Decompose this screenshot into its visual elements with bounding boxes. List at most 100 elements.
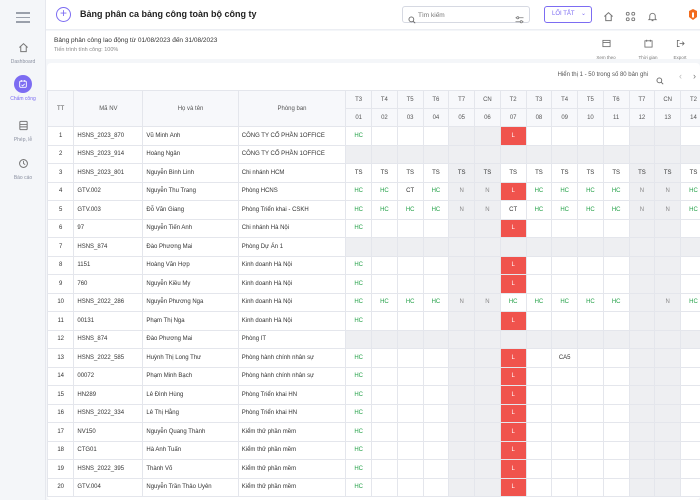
cell-shift[interactable]: HC	[577, 181, 604, 201]
cell-shift[interactable]	[422, 477, 450, 497]
cell-shift[interactable]	[680, 218, 700, 238]
time-button[interactable]: Thời gian	[636, 35, 660, 60]
cell-shift[interactable]	[422, 348, 450, 368]
cell-shift[interactable]	[628, 311, 656, 331]
cell-shift[interactable]	[371, 311, 398, 331]
cell-shift[interactable]	[396, 422, 424, 442]
menu-icon[interactable]	[16, 12, 30, 23]
cell-shift[interactable]: HC	[345, 218, 373, 238]
cell-shift[interactable]: N	[654, 181, 682, 201]
cell-shift[interactable]	[577, 255, 604, 275]
cell-shift[interactable]	[577, 422, 604, 442]
cell-shift[interactable]	[371, 459, 398, 479]
cell-shift[interactable]: HC	[602, 181, 630, 201]
cell-shift[interactable]	[474, 329, 501, 349]
cell-shift[interactable]	[525, 255, 553, 275]
cell-shift[interactable]	[680, 311, 700, 331]
cell-shift[interactable]	[371, 126, 398, 146]
cell-shift[interactable]	[654, 311, 682, 331]
cell-shift[interactable]	[448, 126, 476, 146]
cell-shift[interactable]	[525, 237, 553, 257]
cell-shift[interactable]: HC	[345, 126, 373, 146]
cell-shift[interactable]: HC	[396, 292, 424, 312]
cell-shift[interactable]: HC	[525, 292, 553, 312]
cell-shift[interactable]	[577, 366, 604, 386]
cell-shift[interactable]	[371, 403, 398, 423]
cell-shift[interactable]	[448, 329, 476, 349]
cell-shift[interactable]: N	[474, 200, 501, 220]
cell-shift[interactable]	[551, 311, 579, 331]
add-button[interactable]: +	[56, 7, 71, 22]
cell-shift[interactable]	[602, 403, 630, 423]
cell-shift[interactable]: HC	[345, 292, 373, 312]
table-row[interactable]: 4 GTV.002 Nguyễn Thu Trang Phòng HCNS HC HC CT…	[47, 181, 700, 201]
cell-shift[interactable]	[551, 218, 579, 238]
cell-shift[interactable]: TS	[371, 163, 398, 183]
cell-shift[interactable]	[628, 144, 656, 164]
cell-shift[interactable]	[577, 144, 604, 164]
cell-shift[interactable]	[628, 348, 656, 368]
cell-shift[interactable]	[474, 126, 501, 146]
table-row[interactable]: 1 HSNS_2023_870 Vũ Minh Anh CÔNG TY CỔ PHẦN…	[47, 126, 700, 146]
table-row[interactable]: 17 NV150 Nguyễn Quang Thành Kiểm thử phần m…	[47, 422, 700, 442]
sidebar-item-dashboard[interactable]: Dashboard	[0, 38, 46, 65]
cell-shift[interactable]	[602, 440, 630, 460]
cell-shift[interactable]	[525, 459, 553, 479]
cell-shift[interactable]	[422, 385, 450, 405]
table-row[interactable]: 11 00131 Phạm Thị Nga Kinh doanh Hà Nội HC L	[47, 311, 700, 331]
cell-shift[interactable]	[499, 237, 527, 257]
cell-shift[interactable]	[474, 477, 501, 497]
cell-shift[interactable]	[422, 218, 450, 238]
cell-shift[interactable]	[474, 348, 501, 368]
cell-shift[interactable]: HC	[551, 292, 579, 312]
cell-shift[interactable]	[602, 237, 630, 257]
cell-shift[interactable]	[628, 274, 656, 294]
cell-shift[interactable]: HC	[499, 292, 527, 312]
cell-shift[interactable]	[654, 218, 682, 238]
table-row[interactable]: 19 HSNS_2022_395 Thành Võ Kiểm thử phần mềm…	[47, 459, 700, 479]
table-row[interactable]: 15 HN289 Lê Đình Hùng Phòng Triển khai HN HC…	[47, 385, 700, 405]
cell-shift[interactable]	[525, 422, 553, 442]
cell-shift[interactable]	[654, 385, 682, 405]
table-row[interactable]: 18 CTG01 Hà Anh Tuấn Kiểm thử phần mềm HC L	[47, 440, 700, 460]
cell-shift[interactable]: L	[499, 311, 527, 331]
cell-shift[interactable]	[654, 126, 682, 146]
table-row[interactable]: 20 GTV.004 Nguyễn Trần Thảo Uyên Kiểm thử p…	[47, 477, 700, 497]
cell-shift[interactable]	[474, 237, 501, 257]
cell-shift[interactable]	[422, 144, 450, 164]
cell-shift[interactable]: HC	[345, 403, 373, 423]
filter-icon[interactable]	[515, 11, 524, 29]
cell-shift[interactable]	[628, 459, 656, 479]
cell-shift[interactable]	[422, 440, 450, 460]
cell-shift[interactable]: HC	[602, 292, 630, 312]
table-row[interactable]: 5 GTV.003 Đỗ Văn Giang Phòng Triển khai - C…	[47, 200, 700, 220]
cell-shift[interactable]	[551, 459, 579, 479]
cell-shift[interactable]	[474, 274, 501, 294]
cell-shift[interactable]	[628, 329, 656, 349]
cell-shift[interactable]: TS	[628, 163, 656, 183]
cell-shift[interactable]: HC	[577, 200, 604, 220]
table-row[interactable]: 7 HSNS_874 Đào Phương Mai Phòng Dự Án 1	[47, 237, 700, 257]
cell-shift[interactable]	[422, 274, 450, 294]
cell-shift[interactable]	[474, 218, 501, 238]
cell-shift[interactable]	[396, 144, 424, 164]
cell-shift[interactable]: TS	[602, 163, 630, 183]
cell-shift[interactable]: HC	[345, 477, 373, 497]
cell-shift[interactable]	[499, 144, 527, 164]
cell-shift[interactable]	[448, 348, 476, 368]
cell-shift[interactable]	[628, 440, 656, 460]
export-button[interactable]: Export	[668, 35, 692, 60]
cell-shift[interactable]	[422, 329, 450, 349]
cell-shift[interactable]	[577, 218, 604, 238]
cell-shift[interactable]	[422, 237, 450, 257]
cell-shift[interactable]	[577, 237, 604, 257]
cell-shift[interactable]	[448, 422, 476, 442]
cell-shift[interactable]: HC	[422, 292, 450, 312]
cell-shift[interactable]	[654, 440, 682, 460]
cell-shift[interactable]	[628, 255, 656, 275]
cell-shift[interactable]	[654, 237, 682, 257]
cell-shift[interactable]	[628, 126, 656, 146]
cell-shift[interactable]	[628, 292, 656, 312]
cell-shift[interactable]	[448, 274, 476, 294]
table-row[interactable]: 12 HSNS_874 Đào Phương Mai Phòng IT	[47, 329, 700, 349]
